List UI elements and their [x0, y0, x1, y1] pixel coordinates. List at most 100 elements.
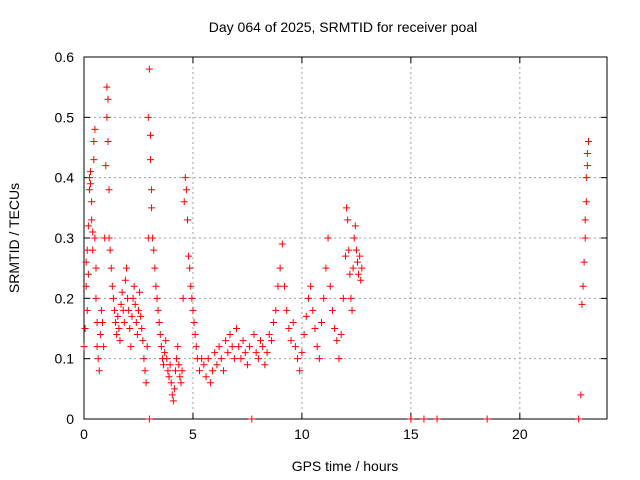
data-point: [190, 318, 198, 326]
data-point: [333, 337, 341, 345]
data-point: [328, 306, 336, 314]
data-point: [176, 373, 184, 381]
data-point: [81, 325, 89, 332]
data-point: [274, 282, 282, 290]
data-point: [148, 186, 156, 194]
data-point: [270, 318, 278, 326]
data-point: [200, 361, 208, 369]
data-point: [113, 331, 121, 339]
data-point: [228, 343, 236, 351]
data-point: [188, 294, 196, 302]
data-point: [104, 95, 112, 103]
data-point: [342, 252, 349, 260]
data-point: [289, 318, 297, 326]
data-point: [575, 415, 583, 423]
data-point: [420, 415, 428, 423]
data-point: [206, 379, 214, 387]
data-point: [246, 343, 254, 351]
data-point: [285, 325, 293, 332]
data-point: [85, 174, 93, 182]
data-point: [582, 198, 590, 206]
data-point: [94, 355, 102, 363]
data-point: [166, 361, 174, 369]
data-point: [335, 355, 343, 363]
data-point: [283, 306, 291, 314]
data-point: [265, 331, 273, 339]
data-point: [121, 276, 129, 284]
data-point: [259, 343, 267, 351]
data-point: [136, 288, 144, 296]
data-point: [120, 318, 128, 326]
data-point: [204, 355, 212, 363]
data-point: [213, 361, 221, 369]
data-point: [163, 355, 171, 363]
data-point: [84, 270, 92, 278]
data-point: [582, 174, 590, 182]
data-point: [125, 306, 133, 314]
data-point: [107, 264, 115, 272]
data-point: [174, 343, 182, 351]
data-point: [169, 397, 177, 405]
data-point: [106, 246, 114, 254]
data-point: [162, 337, 170, 345]
data-point: [187, 282, 195, 290]
x-tick-label: 10: [294, 426, 310, 442]
data-point: [351, 222, 359, 230]
data-point: [339, 294, 347, 302]
data-point: [152, 282, 160, 290]
data-point: [89, 228, 97, 236]
data-point: [298, 349, 306, 357]
data-point: [211, 349, 219, 357]
data-point: [483, 415, 491, 423]
data-point: [137, 312, 145, 320]
data-point: [230, 355, 238, 363]
data-point: [276, 264, 284, 272]
data-point: [331, 325, 339, 332]
data-point: [167, 379, 175, 387]
data-point: [300, 331, 308, 339]
data-point: [184, 216, 192, 224]
data-point: [87, 180, 95, 188]
x-axis-label: GPS time / hours: [292, 458, 399, 474]
data-point: [243, 361, 251, 369]
data-point: [115, 325, 123, 332]
data-point: [102, 162, 110, 170]
data-point: [248, 415, 256, 423]
data-point: [132, 318, 140, 326]
data-point: [324, 234, 332, 242]
data-point: [92, 264, 100, 272]
data-point: [192, 343, 200, 351]
data-point: [93, 343, 101, 351]
data-point: [272, 306, 280, 314]
data-point: [189, 306, 197, 314]
data-point: [326, 282, 334, 290]
data-point: [138, 325, 146, 332]
data-point: [112, 318, 120, 326]
data-point: [219, 367, 227, 375]
data-point: [179, 294, 187, 302]
data-point: [127, 343, 135, 351]
data-point: [154, 306, 162, 314]
data-point: [143, 343, 151, 351]
data-point: [151, 264, 159, 272]
data-point: [173, 355, 181, 363]
data-point: [224, 349, 232, 357]
data-point: [237, 355, 245, 363]
y-tick-label: 0.2: [55, 290, 75, 306]
data-point: [175, 361, 183, 369]
x-tick-label: 15: [403, 426, 419, 442]
data-point: [111, 306, 119, 314]
data-point: [128, 312, 136, 320]
data-point: [318, 318, 326, 326]
data-point: [579, 282, 587, 290]
data-point: [215, 343, 223, 351]
data-point: [141, 367, 149, 375]
data-point: [95, 367, 103, 375]
data-point: [108, 282, 116, 290]
data-point: [254, 355, 262, 363]
data-point: [160, 361, 168, 369]
data-point: [134, 306, 142, 314]
data-point: [343, 204, 351, 212]
data-point: [233, 325, 241, 332]
data-point: [577, 391, 585, 399]
